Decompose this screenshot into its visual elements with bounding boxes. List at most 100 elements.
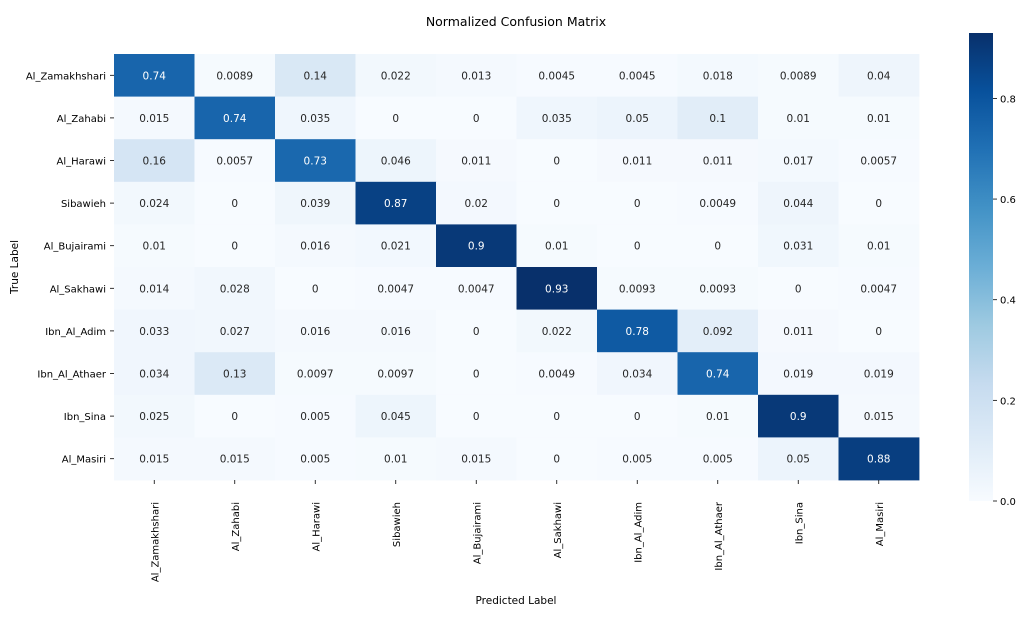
heatmap-cell (355, 181, 437, 225)
heatmap-cell (355, 437, 437, 481)
x-tick-label: Ibn_Sina (794, 502, 805, 544)
heatmap-cell (436, 54, 517, 97)
cell-label: 0.74 (706, 369, 730, 381)
heatmap-cell (114, 96, 195, 140)
heatmap-cell (677, 139, 759, 183)
cell-label: 0.015 (139, 454, 169, 466)
cell-label: 0 (795, 283, 802, 295)
y-tick-label: Al_Zahabi (57, 114, 106, 125)
heatmap-cell (758, 309, 839, 353)
heatmap-cell (114, 181, 195, 225)
heatmap-cell (516, 267, 598, 310)
y-tick-label: Sibawieh (61, 199, 106, 210)
x-axis-ticks: Al_Zamakhshari Al_Zahabi Al_Harawi Sibawieh… (150, 480, 886, 582)
cell-label: 0 (473, 369, 480, 381)
cell-label: 0.005 (300, 411, 330, 423)
cell-label: 0.034 (622, 369, 652, 381)
cell-label: 0.034 (139, 369, 169, 381)
cell-label: 0.05 (787, 454, 810, 466)
cell-label: 0.027 (220, 326, 250, 338)
heatmap-cell (114, 352, 195, 396)
heatmap-cell (355, 267, 437, 310)
heatmap-cell (194, 267, 276, 310)
cell-label: 0 (634, 411, 641, 423)
cell-label: 0.0047 (458, 283, 495, 295)
cell-label: 0 (473, 326, 480, 338)
cell-label: 0.0089 (216, 70, 253, 82)
heatmap-cell (275, 394, 356, 438)
heatmap-cell (436, 96, 517, 140)
cell-label: 0 (634, 198, 641, 210)
heatmap-cell (838, 96, 920, 140)
heatmap-cell (677, 394, 759, 438)
cell-label: 0.019 (864, 369, 894, 381)
cell-label: 0.74 (143, 70, 167, 82)
heatmap-cell (516, 437, 598, 481)
cell-label: 0.033 (139, 326, 169, 338)
heatmap-cell (838, 309, 920, 353)
cell-label: 0.015 (864, 411, 894, 423)
heatmap-cell (838, 437, 920, 481)
cell-label: 0 (553, 411, 560, 423)
heatmap-cell (355, 96, 437, 140)
cell-label: 0.0049 (699, 198, 736, 210)
cell-label: 0.9 (790, 411, 807, 423)
y-tick-label: Al_Harawi (57, 157, 106, 168)
cell-label: 0.0097 (377, 369, 414, 381)
heatmap-cell (114, 54, 195, 97)
cell-label: 0.011 (622, 156, 652, 168)
heatmap-cell (194, 139, 276, 183)
heatmap-cell (436, 267, 517, 310)
heatmap-cell (838, 54, 920, 97)
heatmap-cell (194, 54, 276, 97)
y-axis-label: True Label (9, 240, 21, 295)
cell-label: 0 (553, 198, 560, 210)
heatmap-cell (758, 181, 839, 225)
heatmap-cell (597, 224, 678, 268)
cell-label: 0.02 (465, 198, 488, 210)
heatmap-cell (516, 224, 598, 268)
heatmap-cell (275, 54, 356, 97)
cell-label: 0.14 (304, 70, 328, 82)
y-tick-label: Al_Sakhawi (50, 284, 106, 295)
cell-label: 0.01 (867, 241, 890, 253)
heatmap-cell (355, 394, 437, 438)
heatmap-cell (758, 54, 839, 97)
heatmap-cell (355, 54, 437, 97)
cell-label: 0 (553, 454, 560, 466)
cell-label: 0.9 (468, 241, 485, 253)
heatmap-cell (194, 96, 276, 140)
cell-label: 0.024 (139, 198, 169, 210)
cell-label: 0.01 (867, 113, 890, 125)
heatmap-cell (597, 437, 678, 481)
x-tick-label: Sibawieh (392, 502, 403, 547)
heatmap-cell (114, 139, 195, 183)
heatmap-cell (677, 181, 759, 225)
heatmap-cell (194, 437, 276, 481)
heatmap-cell (436, 181, 517, 225)
colorbar-tick-label: 0.8 (1000, 94, 1016, 105)
heatmap-cell (275, 437, 356, 481)
cell-label: 0.017 (783, 156, 813, 168)
cell-label: 0.044 (783, 198, 813, 210)
y-tick-label: Al_Bujairami (44, 242, 106, 253)
colorbar-tick-label: 0.0 (1000, 497, 1016, 508)
heatmap-cell (355, 139, 437, 183)
cell-label: 0.01 (384, 454, 407, 466)
heatmap-cell (597, 54, 678, 97)
heatmap-cell (838, 224, 920, 268)
heatmap-cell (194, 352, 276, 396)
cell-label: 0.011 (461, 156, 491, 168)
heatmap-cell (114, 437, 195, 481)
cell-label: 0.87 (384, 198, 407, 210)
x-tick-label: Al_Harawi (311, 502, 322, 551)
x-tick-label: Ibn_Al_Athaer (714, 501, 725, 570)
cell-label: 0.046 (381, 156, 411, 168)
cell-label: 0.0047 (860, 283, 897, 295)
heatmap-cell (275, 352, 356, 396)
cell-label: 0.0097 (297, 369, 334, 381)
heatmap-cell (516, 309, 598, 353)
cell-label: 0.005 (300, 454, 330, 466)
cell-label: 0 (392, 113, 399, 125)
